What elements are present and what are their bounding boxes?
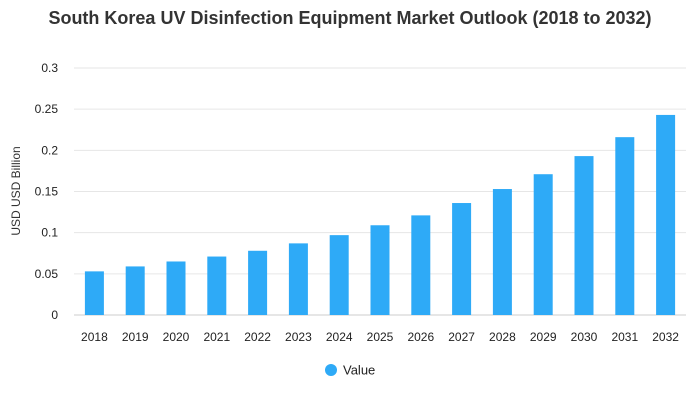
y-tick-label: 0.15: [35, 185, 59, 199]
x-tick-label: 2031: [611, 330, 638, 344]
y-tick-label: 0.2: [41, 143, 58, 157]
y-tick-label: 0.3: [41, 61, 58, 75]
x-tick-label: 2029: [530, 330, 557, 344]
chart-title: South Korea UV Disinfection Equipment Ma…: [48, 8, 652, 28]
bar-2019[interactable]: [125, 266, 145, 315]
bar-2028[interactable]: [492, 189, 512, 315]
legend-label: Value: [343, 363, 375, 378]
bar-2023[interactable]: [288, 243, 308, 315]
bar-2020[interactable]: [166, 261, 186, 315]
bar-2022[interactable]: [248, 250, 268, 315]
legend[interactable]: Value: [325, 363, 375, 378]
bar-2031[interactable]: [615, 137, 635, 315]
x-tick-label: 2028: [489, 330, 516, 344]
bar-2021[interactable]: [207, 256, 227, 315]
bar-2026[interactable]: [411, 215, 431, 315]
x-axis-tick-labels: 2018 2019 2020 2021 2022 2023 2024 2025 2026 2027…: [81, 330, 679, 344]
bar-2024[interactable]: [329, 235, 349, 315]
x-tick-label: 2024: [326, 330, 353, 344]
x-tick-label: 2025: [367, 330, 394, 344]
x-tick-label: 2018: [81, 330, 108, 344]
bar-2032[interactable]: [656, 114, 676, 316]
x-tick-label: 2022: [244, 330, 271, 344]
x-tick-label: 2021: [203, 330, 230, 344]
legend-swatch: [325, 364, 337, 376]
bar-2027[interactable]: [452, 203, 472, 315]
y-axis-label: USD USD Billion: [9, 146, 23, 235]
bar-2025[interactable]: [370, 225, 390, 315]
x-tick-label: 2026: [407, 330, 434, 344]
y-tick-label: 0.05: [35, 267, 59, 281]
y-tick-label: 0.25: [35, 102, 59, 116]
y-tick-label: 0.1: [41, 226, 58, 240]
x-tick-label: 2032: [652, 330, 679, 344]
x-tick-label: 2027: [448, 330, 475, 344]
bar-2029[interactable]: [533, 174, 553, 315]
x-tick-label: 2030: [571, 330, 598, 344]
bars: [84, 114, 676, 316]
y-axis-tick-labels: 0 0.05 0.1 0.15 0.2 0.25 0.3: [35, 61, 59, 322]
x-tick-label: 2023: [285, 330, 312, 344]
x-tick-label: 2019: [122, 330, 149, 344]
bar-2030[interactable]: [574, 156, 594, 315]
y-tick-label: 0: [51, 308, 58, 322]
bar-2018[interactable]: [84, 271, 104, 315]
x-tick-label: 2020: [163, 330, 190, 344]
